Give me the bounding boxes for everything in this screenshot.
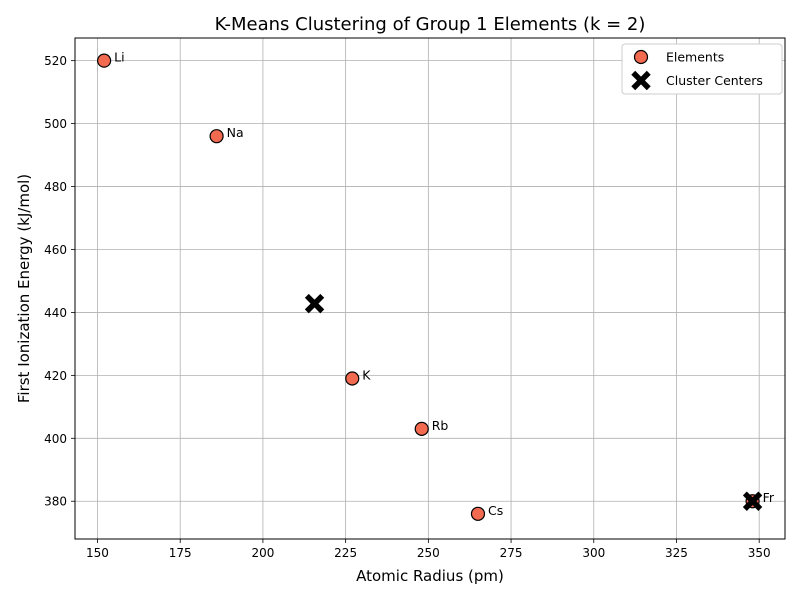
point-label-k: K	[362, 368, 371, 383]
legend-box	[621, 43, 783, 95]
y-tick-label: 440	[44, 306, 67, 320]
y-tick-label: 400	[44, 432, 67, 446]
y-tick-label: 380	[44, 495, 67, 509]
grid	[75, 38, 785, 539]
plot-area	[75, 38, 785, 539]
element-point-na	[209, 129, 224, 144]
legend-cluster-centers-label: Cluster Centers	[666, 73, 763, 88]
y-tick-label: 420	[44, 369, 67, 383]
cluster-center-2	[742, 491, 763, 511]
x-tick-label: 275	[500, 546, 523, 560]
element-point-cs	[470, 506, 486, 521]
data-points: Li Na K Rb Cs Fr	[97, 50, 775, 521]
chart-title: K-Means Clustering of Group 1 Elements (…	[215, 14, 646, 35]
y-tick-label: 480	[44, 180, 67, 194]
element-point-li	[97, 53, 112, 68]
element-point-k	[345, 371, 360, 386]
y-tick-label: 500	[44, 117, 67, 131]
cluster-center-1	[304, 293, 325, 314]
legend: Elements Cluster Centers	[621, 43, 783, 95]
point-label-cs: Cs	[488, 503, 503, 518]
y-axis-label: First Ionization Energy (kJ/mol)	[15, 174, 33, 403]
element-point-rb	[414, 421, 429, 436]
point-label-rb: Rb	[432, 418, 449, 433]
point-label-na: Na	[227, 125, 244, 140]
x-tick-label: 225	[334, 546, 357, 560]
x-tick-label: 150	[86, 546, 109, 560]
x-tick-label: 325	[665, 546, 688, 560]
x-axis-ticks: 150 175 200 225 250 275 300 325 350	[86, 539, 771, 560]
y-tick-label: 460	[44, 243, 67, 257]
point-label-fr: Fr	[763, 490, 775, 505]
x-tick-label: 350	[748, 546, 771, 560]
legend-elements-marker	[633, 49, 649, 65]
legend-elements-label: Elements	[666, 50, 724, 65]
x-tick-label: 250	[417, 546, 440, 560]
x-tick-label: 200	[251, 546, 274, 560]
x-tick-label: 175	[169, 546, 192, 560]
y-axis-ticks: 380 400 420 440 460 480 500 520	[44, 54, 75, 509]
y-tick-label: 520	[44, 54, 67, 68]
legend-cluster-centers-marker	[631, 70, 651, 91]
x-axis-label: Atomic Radius (pm)	[356, 567, 504, 585]
x-tick-label: 300	[582, 546, 605, 560]
point-label-li: Li	[114, 50, 124, 65]
plot-frame	[74, 37, 786, 540]
